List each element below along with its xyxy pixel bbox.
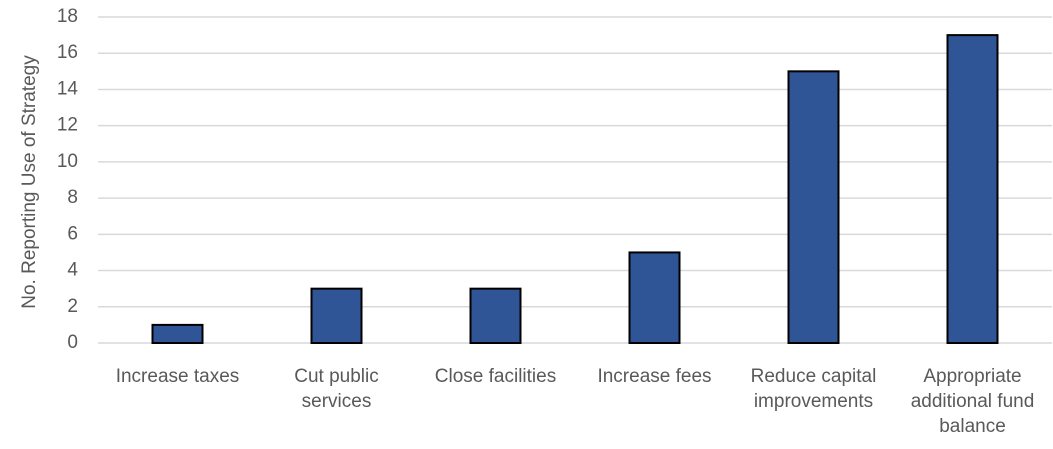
bar [787,70,840,344]
y-tick-label: 0 [67,332,78,353]
x-tick-label: Increase fees [597,366,712,387]
y-tick-label: 4 [67,260,78,281]
y-tick-label: 12 [57,115,78,136]
x-tick-label: Appropriate additional fund balance [910,366,1035,437]
bar [310,287,363,344]
bar [151,323,204,344]
x-tick-label: Increase taxes [115,366,240,387]
y-tick-label: 6 [67,223,78,244]
bar [469,287,522,344]
bar [946,34,999,344]
bar [628,251,681,344]
y-tick-label: 14 [57,78,79,99]
y-tick-label: 2 [67,296,78,317]
y-axis-title: No. Reporting Use of Strategy [19,55,40,309]
y-tick-label: 16 [57,42,78,63]
y-tick-label: 8 [67,187,78,208]
x-tick-label: Reduce capital improvements [750,366,877,412]
x-tick-label: Close facilities [434,366,557,387]
y-tick-label: 18 [57,6,78,27]
y-tick-label: 10 [57,151,78,172]
x-tick-label: Cut public services [294,366,379,412]
